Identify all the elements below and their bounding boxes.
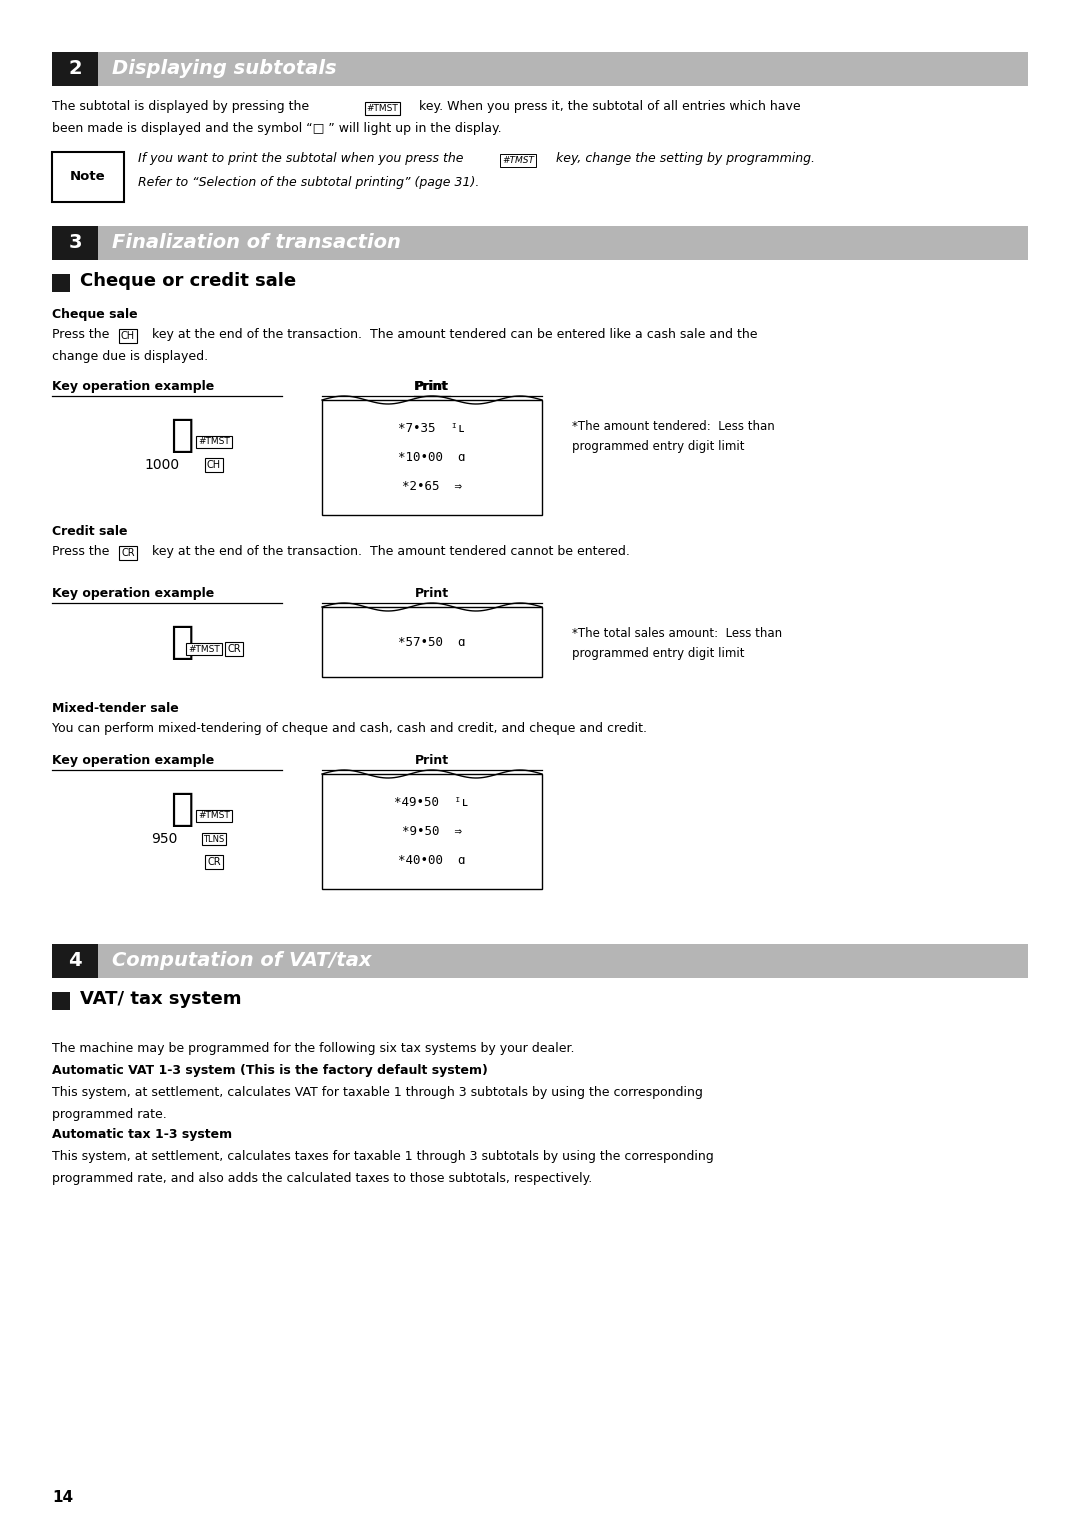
Text: Press the: Press the (52, 328, 109, 340)
Text: *2•65  ⇒: *2•65 ⇒ (402, 479, 462, 493)
Text: This system, at settlement, calculates VAT for taxable 1 through 3 subtotals by : This system, at settlement, calculates V… (52, 1087, 703, 1099)
FancyBboxPatch shape (52, 226, 98, 259)
Text: key, change the setting by programming.: key, change the setting by programming. (556, 153, 815, 165)
Text: ⎰: ⎰ (171, 417, 193, 455)
Text: 1000: 1000 (145, 458, 180, 472)
Text: *9•50  ⇒: *9•50 ⇒ (402, 826, 462, 838)
FancyBboxPatch shape (52, 153, 124, 201)
Text: CH: CH (121, 331, 135, 340)
FancyBboxPatch shape (52, 226, 1028, 259)
Text: ⎰: ⎰ (171, 790, 193, 829)
Text: If you want to print the subtotal when you press the: If you want to print the subtotal when y… (138, 153, 463, 165)
FancyBboxPatch shape (322, 607, 542, 678)
FancyBboxPatch shape (52, 945, 98, 978)
Text: The machine may be programmed for the following six tax systems by your dealer.: The machine may be programmed for the fo… (52, 1042, 575, 1054)
Text: 2: 2 (68, 60, 82, 78)
Text: Print: Print (415, 380, 449, 394)
FancyBboxPatch shape (322, 400, 542, 514)
Text: 3: 3 (68, 233, 82, 252)
Text: Refer to “Selection of the subtotal printing” (page 31).: Refer to “Selection of the subtotal prin… (138, 175, 480, 189)
FancyBboxPatch shape (52, 945, 1028, 978)
Text: This system, at settlement, calculates taxes for taxable 1 through 3 subtotals b: This system, at settlement, calculates t… (52, 1151, 714, 1163)
Text: *40•00  ɑ: *40•00 ɑ (399, 853, 465, 867)
Text: Mixed-tender sale: Mixed-tender sale (52, 702, 179, 716)
Text: 4: 4 (68, 952, 82, 971)
Text: key. When you press it, the subtotal of all entries which have: key. When you press it, the subtotal of … (419, 101, 800, 113)
Text: programmed rate, and also adds the calculated taxes to those subtotals, respecti: programmed rate, and also adds the calcu… (52, 1172, 592, 1186)
Text: key at the end of the transaction.  The amount tendered can be entered like a ca: key at the end of the transaction. The a… (152, 328, 757, 340)
Text: CR: CR (121, 548, 135, 559)
Text: CR: CR (207, 858, 220, 867)
Text: programmed entry digit limit: programmed entry digit limit (572, 647, 744, 661)
Text: Press the: Press the (52, 545, 109, 559)
Text: *The total sales amount:  Less than: *The total sales amount: Less than (572, 627, 782, 639)
Text: change due is displayed.: change due is displayed. (52, 349, 208, 363)
Text: Key operation example: Key operation example (52, 380, 214, 394)
Text: *10•00  ɑ: *10•00 ɑ (399, 452, 465, 464)
Text: Displaying subtotals: Displaying subtotals (112, 60, 337, 78)
Text: key at the end of the transaction.  The amount tendered cannot be entered.: key at the end of the transaction. The a… (152, 545, 630, 559)
Text: Key operation example: Key operation example (52, 754, 214, 768)
Text: #TMST: #TMST (502, 156, 534, 165)
Text: been made is displayed and the symbol “□ ” will light up in the display.: been made is displayed and the symbol “□… (52, 122, 501, 134)
FancyBboxPatch shape (52, 52, 98, 85)
Text: Print: Print (414, 380, 448, 394)
FancyBboxPatch shape (52, 52, 1028, 85)
Text: Note: Note (70, 171, 106, 183)
Text: Automatic tax 1-3 system: Automatic tax 1-3 system (52, 1128, 232, 1141)
Text: 950: 950 (151, 832, 178, 845)
Text: CR: CR (227, 644, 241, 655)
Text: Cheque sale: Cheque sale (52, 308, 137, 320)
Text: Finalization of transaction: Finalization of transaction (112, 233, 401, 252)
Text: Print: Print (415, 588, 449, 600)
Text: CH: CH (207, 459, 221, 470)
Text: *7•35  ᴵʟ: *7•35 ᴵʟ (399, 423, 465, 435)
FancyBboxPatch shape (52, 275, 70, 291)
Text: The subtotal is displayed by pressing the: The subtotal is displayed by pressing th… (52, 101, 309, 113)
Text: #TMST: #TMST (366, 104, 397, 113)
Text: Computation of VAT/tax: Computation of VAT/tax (112, 952, 372, 971)
Text: *The amount tendered:  Less than: *The amount tendered: Less than (572, 420, 774, 433)
Text: TLNS: TLNS (203, 835, 225, 844)
Text: Key operation example: Key operation example (52, 588, 214, 600)
Text: #TMST: #TMST (188, 644, 220, 653)
Text: Automatic VAT 1-3 system (This is the factory default system): Automatic VAT 1-3 system (This is the fa… (52, 1064, 488, 1077)
Text: #TMST: #TMST (198, 438, 230, 447)
FancyBboxPatch shape (52, 992, 70, 1010)
Text: 14: 14 (52, 1489, 73, 1505)
Text: *57•50  ɑ: *57•50 ɑ (399, 635, 465, 649)
Text: programmed entry digit limit: programmed entry digit limit (572, 439, 744, 453)
FancyBboxPatch shape (322, 774, 542, 890)
Text: programmed rate.: programmed rate. (52, 1108, 166, 1122)
Text: You can perform mixed-tendering of cheque and cash, cash and credit, and cheque : You can perform mixed-tendering of chequ… (52, 722, 647, 736)
Text: Cheque or credit sale: Cheque or credit sale (80, 272, 296, 290)
Text: *49•50  ᴵʟ: *49•50 ᴵʟ (394, 797, 470, 809)
Text: Credit sale: Credit sale (52, 525, 127, 539)
Text: Print: Print (415, 754, 449, 768)
Text: #TMST: #TMST (198, 812, 230, 821)
Text: VAT/ tax system: VAT/ tax system (80, 990, 242, 1009)
Text: ⎰: ⎰ (171, 623, 193, 661)
